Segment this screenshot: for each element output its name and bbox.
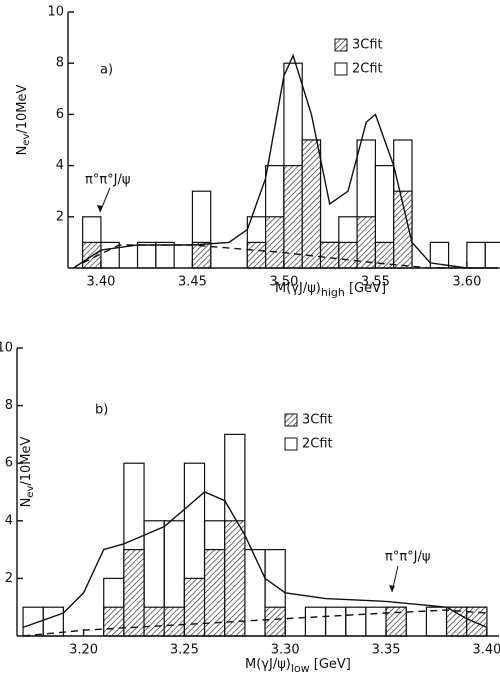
legend-label: 3Cfit <box>302 413 333 428</box>
hatched-bar <box>103 606 125 637</box>
y-tick-label: 8 <box>5 398 13 413</box>
y-tick-label: 10 <box>47 5 64 20</box>
open-bar <box>425 606 448 637</box>
hatched-bar <box>301 139 322 269</box>
x-tick-label: 3.35 <box>372 643 401 658</box>
y-tick-label: 8 <box>56 56 64 71</box>
panel-label: b) <box>95 403 108 418</box>
y-tick-label: 4 <box>5 513 13 528</box>
y-tick-label: 10 <box>0 341 13 356</box>
open-bar <box>324 606 347 637</box>
x-tick-label: 3.40 <box>86 275 115 290</box>
chart-panel: 2 4 6 8 10 3.20 3.25 3.30 3.35 3.40 Nev/10MeV M(γJ/… <box>0 341 500 676</box>
y-label-part: ev <box>25 486 36 498</box>
hatched-bar <box>163 606 185 637</box>
annotation: π°π°J/ψ <box>85 173 130 188</box>
open-bar <box>42 606 64 637</box>
x-axis-label: M(γJ/ψ)high [GeV] <box>275 281 386 300</box>
y-axis-label: Nev/10MeV <box>19 436 37 507</box>
x-tick-label: 3.20 <box>69 643 98 658</box>
hatched-bar <box>246 241 267 269</box>
hatched-bar <box>264 606 286 637</box>
x-axis-label: M(γJ/ψ)low [GeV] <box>245 657 351 676</box>
legend-swatch <box>284 413 298 427</box>
x-tick-label: 3.45 <box>178 275 207 290</box>
open-bar <box>244 548 266 637</box>
open-bar <box>304 606 327 637</box>
x-tick-label: 3.50 <box>269 275 298 290</box>
open-bar <box>484 241 500 269</box>
open-bar <box>345 606 367 637</box>
hatched-bar <box>338 241 358 269</box>
hatched-bar <box>356 216 377 269</box>
x-label-part: [GeV] <box>310 657 351 672</box>
y-label-part: N <box>19 498 34 508</box>
y-tick-label: 2 <box>5 571 13 586</box>
legend-swatch <box>334 62 348 76</box>
y-tick-label: 6 <box>56 107 64 122</box>
legend-swatch <box>334 38 348 52</box>
hatched-bar <box>319 241 340 269</box>
x-label-part: M(γJ/ψ) <box>275 281 321 296</box>
hatched-bar <box>385 606 407 637</box>
x-label-part: low <box>291 662 310 675</box>
x-label-part: high <box>321 286 345 299</box>
hatched-bar <box>224 520 246 637</box>
open-bar <box>365 606 387 637</box>
arrow-head <box>97 205 103 212</box>
arrow-head <box>389 585 395 592</box>
legend-label: 3Cfit <box>352 38 383 53</box>
y-tick-label: 6 <box>5 456 13 471</box>
annotation: π°π°J/ψ <box>385 550 430 565</box>
legend-swatch <box>284 437 298 451</box>
legend-label: 2Cfit <box>352 62 383 77</box>
open-bar <box>136 241 157 269</box>
hatched-bar <box>143 606 165 637</box>
y-tick-label: 2 <box>56 209 64 224</box>
y-label-part: /10MeV <box>15 84 30 133</box>
x-label-part: M(γJ/ψ) <box>245 657 291 672</box>
background-curve <box>23 609 487 637</box>
panel-label: a) <box>100 63 113 78</box>
y-label-part: N <box>15 146 30 156</box>
y-axis-label: Nev/10MeV <box>15 84 33 155</box>
hatched-bar <box>183 577 206 637</box>
x-label-part: [GeV] <box>345 281 386 296</box>
chart-panel: 2 4 6 8 10 3.40 3.45 3.50 3.55 3.60 Nev/10MeV M(γJ/… <box>15 5 500 300</box>
x-tick-label: 3.30 <box>271 643 300 658</box>
open-bar <box>466 241 486 269</box>
x-tick-label: 3.25 <box>170 643 199 658</box>
y-label-part: /10MeV <box>19 436 34 485</box>
fit-curve <box>73 53 498 269</box>
x-tick-label: 3.60 <box>452 275 481 290</box>
y-label-part: ev <box>21 134 32 146</box>
open-bar <box>155 241 175 269</box>
legend-label: 2Cfit <box>302 437 333 452</box>
hatched-bar <box>265 216 285 269</box>
y-tick-label: 4 <box>56 158 64 173</box>
x-tick-label: 3.40 <box>472 643 500 658</box>
hatched-bar <box>123 548 145 637</box>
fit-curve <box>22 491 488 629</box>
x-tick-label: 3.55 <box>361 275 390 290</box>
